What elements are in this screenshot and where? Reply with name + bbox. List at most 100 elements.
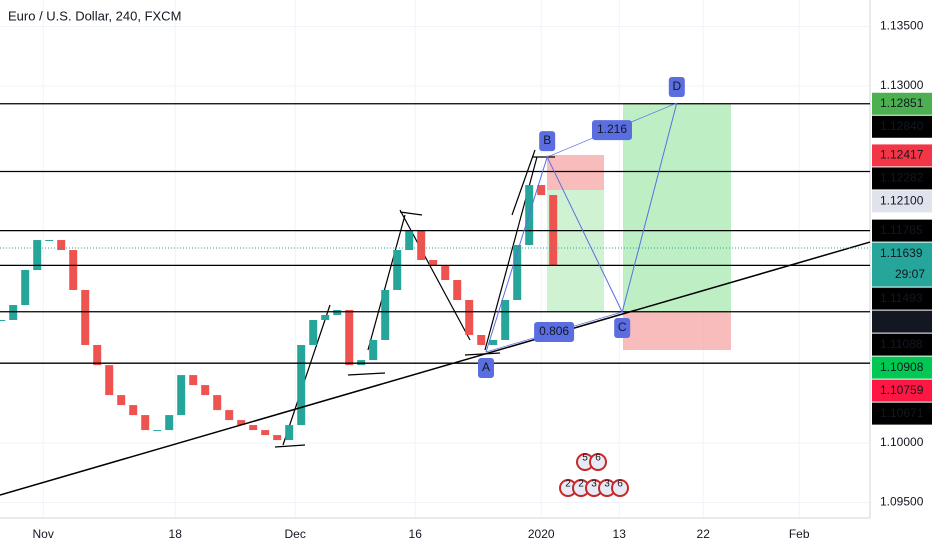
candle	[0, 319, 6, 321]
x-tick-label: 13	[613, 527, 627, 541]
candle	[261, 430, 270, 436]
event-count: 5	[582, 453, 588, 464]
x-tick-label: 22	[697, 527, 711, 541]
price-label: 1.12840	[880, 119, 924, 133]
price-label: 1.12282	[880, 171, 924, 185]
candle	[381, 289, 390, 340]
pattern-point-box	[478, 357, 494, 378]
price-label: 1.11639	[880, 246, 923, 260]
x-tick-label: Feb	[789, 527, 810, 541]
candle	[9, 304, 18, 320]
y-tick-label: 1.09500	[880, 495, 924, 509]
pattern-point-box	[614, 318, 631, 339]
trendline	[0, 241, 871, 496]
price-label-box	[872, 115, 932, 138]
price-label-box	[872, 144, 932, 167]
pattern-point-label: B	[543, 133, 551, 147]
candle	[345, 309, 354, 366]
price-label-box	[872, 402, 932, 425]
x-tick-label: 2020	[528, 527, 555, 541]
ratio-label: 0.806	[539, 324, 569, 338]
candle	[405, 230, 414, 251]
candle	[225, 410, 234, 421]
candle	[141, 415, 150, 431]
chart-title: Euro / U.S. Dollar, 240, FXCM	[8, 8, 181, 23]
candle	[117, 395, 126, 406]
candle	[321, 314, 330, 320]
candle	[429, 260, 438, 266]
candle	[213, 395, 222, 411]
pattern-point-box	[539, 131, 556, 152]
candle	[69, 250, 78, 290]
pattern-point-box	[668, 77, 685, 98]
ratio-box	[534, 322, 575, 343]
candle	[441, 265, 450, 281]
candle	[177, 375, 186, 416]
pattern-line	[485, 102, 678, 353]
price-label: 1.11493	[880, 291, 923, 305]
candle	[237, 420, 246, 426]
target-zone	[623, 103, 731, 312]
ratio-box	[592, 120, 632, 141]
pattern-point-label: A	[482, 360, 490, 374]
candle	[369, 339, 378, 361]
event-count: 6	[617, 479, 623, 490]
price-label-box	[872, 190, 932, 213]
y-tick-label: 1.10000	[880, 435, 924, 449]
candle	[249, 425, 258, 431]
x-tick-label: 18	[169, 527, 183, 541]
price-label-box	[872, 356, 932, 379]
candle	[393, 250, 402, 290]
event-count: 2	[578, 479, 584, 490]
countdown: 29:07	[895, 267, 925, 281]
event-icon	[589, 453, 607, 471]
candle	[189, 375, 198, 386]
candle	[477, 334, 486, 345]
y-tick-label: 1.13500	[880, 19, 924, 33]
pattern-point-label: D	[672, 79, 681, 93]
candle	[489, 339, 498, 345]
candle	[45, 240, 54, 242]
candle	[309, 319, 318, 345]
candle	[33, 240, 42, 271]
candle	[453, 280, 462, 300]
candle	[129, 405, 138, 416]
price-label: 1.12100	[880, 194, 924, 208]
candle	[81, 289, 90, 345]
pattern-point-label: C	[618, 320, 627, 334]
price-label: 1.12417	[880, 148, 924, 162]
candle	[285, 425, 294, 441]
price-label-box	[872, 287, 932, 310]
price-label: 1.12851	[880, 96, 924, 110]
price-label: 1.11103	[880, 314, 922, 328]
price-label: 1.11785	[880, 223, 923, 237]
price-label-box	[872, 310, 932, 333]
price-label-box	[872, 379, 932, 402]
candle	[537, 185, 546, 196]
event-icon	[611, 479, 629, 497]
x-tick-label: Dec	[285, 527, 306, 541]
candle	[105, 365, 114, 396]
candle	[333, 309, 342, 315]
candle	[93, 344, 102, 366]
x-tick-label: Nov	[33, 527, 54, 541]
price-label-box	[872, 333, 932, 356]
price-label: 1.10759	[880, 383, 924, 397]
event-count: 2	[565, 479, 571, 490]
candle	[165, 415, 174, 431]
candle	[297, 344, 306, 426]
event-count: 3	[604, 479, 610, 490]
candle	[465, 299, 474, 335]
x-tick-label: 16	[409, 527, 423, 541]
candle	[201, 385, 210, 396]
event-count: 6	[595, 453, 601, 464]
event-count: 3	[591, 479, 597, 490]
y-tick-label: 1.13000	[880, 78, 924, 92]
candle	[417, 230, 426, 261]
candle	[501, 299, 510, 340]
price-label-box	[872, 219, 932, 242]
ratio-label: 1.216	[597, 122, 627, 136]
candle	[153, 430, 162, 432]
price-label: 1.10908	[880, 360, 924, 374]
